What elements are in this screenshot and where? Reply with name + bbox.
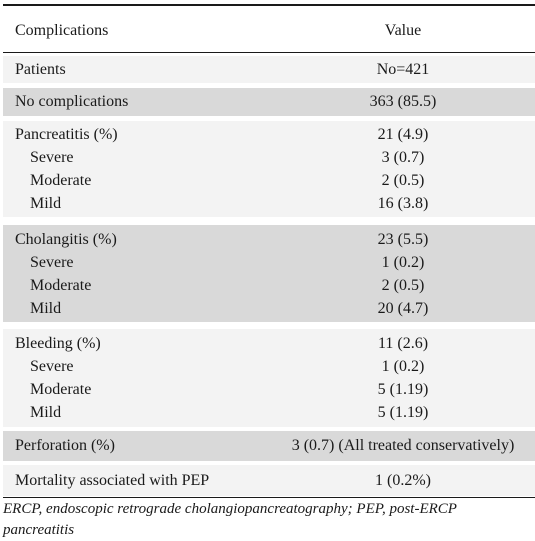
table-row: Severe 3 (0.7) xyxy=(3,146,535,169)
row-value: 3 (0.7) (All treated conservatively) xyxy=(291,437,515,454)
row-value: 21 (4.9) xyxy=(377,126,429,143)
top-rule xyxy=(3,4,535,6)
row-value: 3 (0.7) xyxy=(381,149,425,166)
row-value: 5 (1.19) xyxy=(377,404,429,421)
row-value: 2 (0.5) xyxy=(381,172,425,189)
row-label: Severe xyxy=(30,254,74,271)
header-complications: Complications xyxy=(15,22,109,39)
table-row: Perforation (%) 3 (0.7) (All treated con… xyxy=(3,431,535,461)
row-label: Severe xyxy=(30,358,74,375)
row-value: 1 (0.2) xyxy=(381,358,425,375)
table-row: Severe 1 (0.2) xyxy=(3,251,535,274)
row-value: 2 (0.5) xyxy=(381,277,425,294)
row-label: Patients xyxy=(15,61,66,78)
row-value: 1 (0.2%) xyxy=(375,472,431,489)
table-footnote: ERCP, endoscopic retrograde cholangiopan… xyxy=(3,501,457,538)
table-row: Moderate 5 (1.19) xyxy=(3,378,535,401)
row-label: Mild xyxy=(30,404,62,421)
row-label: Moderate xyxy=(30,381,92,398)
table-row: Mild 20 (4.7) xyxy=(3,297,535,320)
row-label: Bleeding (%) xyxy=(15,335,101,352)
bottom-rule xyxy=(3,497,535,498)
row-label: Mortality associated with PEP xyxy=(15,472,210,489)
row-value: 363 (85.5) xyxy=(369,93,437,110)
table-row: Moderate 2 (0.5) xyxy=(3,169,535,192)
row-label: Mild xyxy=(30,195,62,212)
table-row: Bleeding (%) 11 (2.6) xyxy=(3,332,535,355)
row-label: Severe xyxy=(30,149,74,166)
row-label: Moderate xyxy=(30,277,92,294)
row-label: No complications xyxy=(15,93,129,110)
table-row: Patients No=421 xyxy=(3,56,535,83)
table-row: Pancreatitis (%) 21 (4.9) xyxy=(3,123,535,146)
row-label: Moderate xyxy=(30,172,92,189)
row-label: Mild xyxy=(30,300,62,317)
row-value: 11 (2.6) xyxy=(377,335,429,352)
group-perforation: Perforation (%) 3 (0.7) (All treated con… xyxy=(3,431,535,462)
group-bleeding: Bleeding (%) 11 (2.6) Severe 1 (0.2) Mod… xyxy=(3,329,535,428)
table-row: Mild 5 (1.19) xyxy=(3,401,535,424)
group-mortality: Mortality associated with PEP 1 (0.2%) xyxy=(3,465,535,496)
row-value: 23 (5.5) xyxy=(377,231,429,248)
table-row: Moderate 2 (0.5) xyxy=(3,274,535,297)
header-value: Value xyxy=(384,22,422,39)
table-row: Cholangitis (%) 23 (5.5) xyxy=(3,228,535,251)
row-value: 1 (0.2) xyxy=(381,254,425,271)
table-header: Complications Value xyxy=(3,11,535,51)
group-no-complications: No complications 363 (85.5) xyxy=(3,88,535,117)
table-row: Mortality associated with PEP 1 (0.2%) xyxy=(3,465,535,496)
group-patients: Patients No=421 xyxy=(3,56,535,84)
row-label: Cholangitis (%) xyxy=(15,231,117,248)
row-value: 20 (4.7) xyxy=(377,300,429,317)
table-row: Severe 1 (0.2) xyxy=(3,355,535,378)
table-row: No complications 363 (85.5) xyxy=(3,88,535,116)
row-value: No=421 xyxy=(376,61,430,78)
group-cholangitis: Cholangitis (%) 23 (5.5) Severe 1 (0.2) … xyxy=(3,225,535,323)
row-label: Pancreatitis (%) xyxy=(15,126,118,143)
header-rule xyxy=(3,52,535,53)
row-value: 16 (3.8) xyxy=(377,195,429,212)
row-value: 5 (1.19) xyxy=(377,381,429,398)
table-row: Mild 16 (3.8) xyxy=(3,192,535,215)
row-label: Perforation (%) xyxy=(15,437,115,454)
group-pancreatitis: Pancreatitis (%) 21 (4.9) Severe 3 (0.7)… xyxy=(3,121,535,218)
